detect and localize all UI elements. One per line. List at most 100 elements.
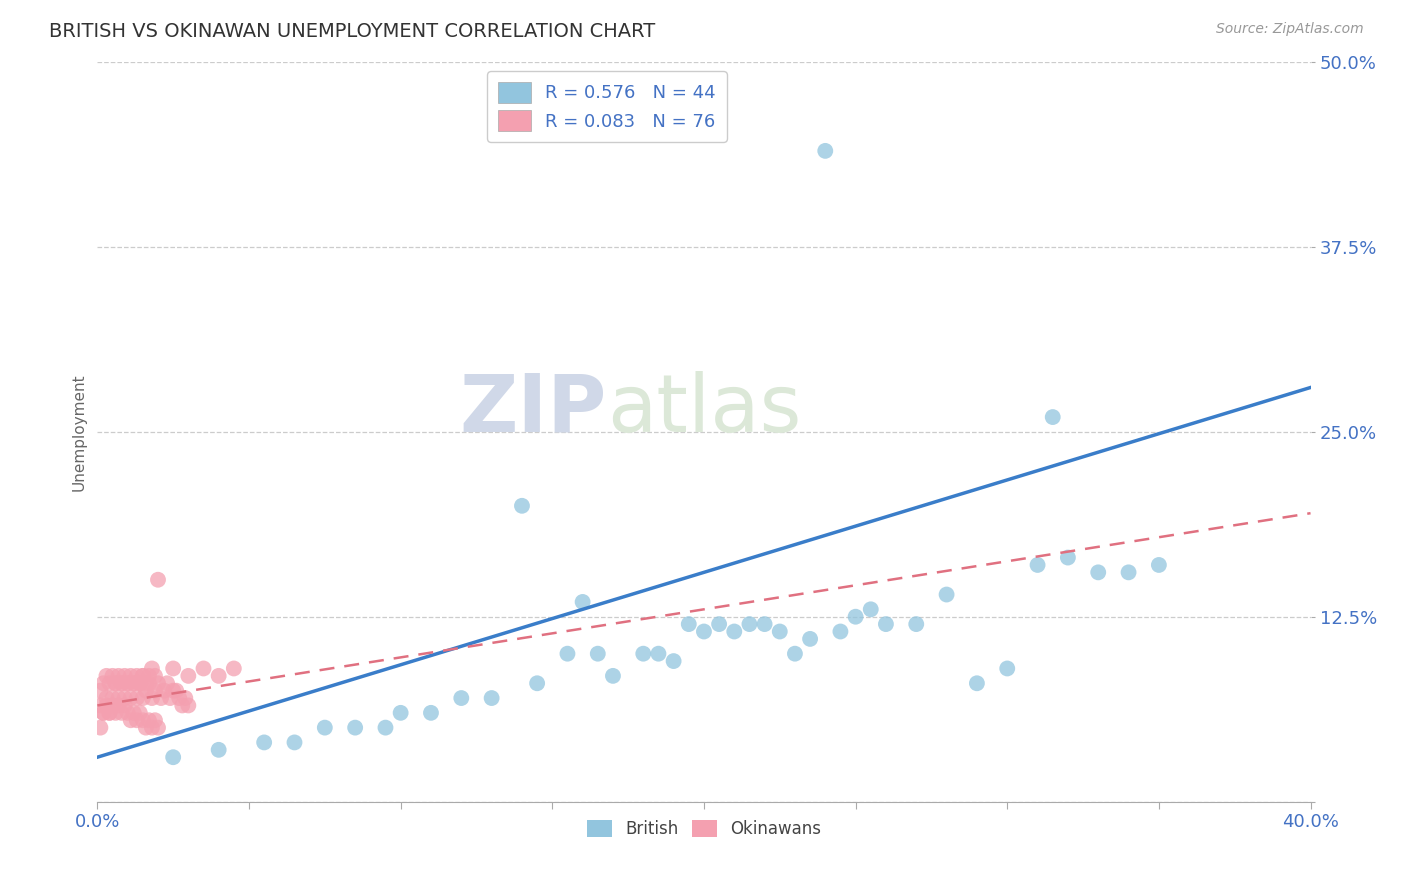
Point <box>141 721 163 735</box>
Point <box>1147 558 1170 572</box>
Point <box>101 669 124 683</box>
Point <box>935 588 957 602</box>
Point <box>89 698 111 713</box>
Point <box>875 617 897 632</box>
Point <box>814 144 837 158</box>
Point <box>799 632 821 646</box>
Point <box>89 721 111 735</box>
Point <box>110 706 132 720</box>
Point <box>146 573 169 587</box>
Point <box>101 691 124 706</box>
Point <box>135 683 157 698</box>
Point <box>162 683 184 698</box>
Point <box>128 706 150 720</box>
Point <box>98 706 121 720</box>
Point <box>172 698 194 713</box>
Point <box>104 676 127 690</box>
Point <box>571 595 593 609</box>
Point <box>93 706 115 720</box>
Text: BRITISH VS OKINAWAN UNEMPLOYMENT CORRELATION CHART: BRITISH VS OKINAWAN UNEMPLOYMENT CORRELA… <box>49 22 655 41</box>
Point <box>723 624 745 639</box>
Point <box>557 647 579 661</box>
Point <box>135 676 157 690</box>
Point <box>150 691 173 706</box>
Point <box>586 647 609 661</box>
Point <box>117 676 139 690</box>
Point <box>132 713 155 727</box>
Point <box>420 706 443 720</box>
Point <box>156 676 179 690</box>
Point <box>162 661 184 675</box>
Point <box>662 654 685 668</box>
Point <box>93 676 115 690</box>
Point <box>143 683 166 698</box>
Point <box>905 617 928 632</box>
Point <box>107 691 129 706</box>
Point <box>707 617 730 632</box>
Point <box>177 698 200 713</box>
Point <box>314 721 336 735</box>
Legend: British, Okinawans: British, Okinawans <box>581 814 828 845</box>
Text: atlas: atlas <box>607 371 801 449</box>
Text: Source: ZipAtlas.com: Source: ZipAtlas.com <box>1216 22 1364 37</box>
Point <box>678 617 700 632</box>
Point <box>738 617 761 632</box>
Text: ZIP: ZIP <box>460 371 607 449</box>
Point <box>122 706 145 720</box>
Point <box>1057 550 1080 565</box>
Point <box>89 683 111 698</box>
Point <box>122 676 145 690</box>
Point <box>110 676 132 690</box>
Point <box>110 676 132 690</box>
Point <box>138 676 160 690</box>
Point <box>143 669 166 683</box>
Point <box>96 698 118 713</box>
Point <box>143 713 166 727</box>
Point <box>174 691 197 706</box>
Point <box>98 706 121 720</box>
Point <box>98 676 121 690</box>
Point <box>253 735 276 749</box>
Point <box>481 691 503 706</box>
Point <box>602 669 624 683</box>
Point <box>132 669 155 683</box>
Point <box>510 499 533 513</box>
Point <box>141 691 163 706</box>
Point <box>96 691 118 706</box>
Point <box>135 721 157 735</box>
Point <box>120 713 142 727</box>
Point <box>101 698 124 713</box>
Point <box>283 735 305 749</box>
Point <box>222 661 245 675</box>
Point <box>374 721 396 735</box>
Point <box>132 691 155 706</box>
Point <box>107 698 129 713</box>
Point <box>165 683 187 698</box>
Point <box>125 713 148 727</box>
Y-axis label: Unemployment: Unemployment <box>72 373 86 491</box>
Point <box>138 713 160 727</box>
Point <box>208 743 231 757</box>
Point <box>114 669 136 683</box>
Point <box>647 647 669 661</box>
Point <box>344 721 367 735</box>
Point <box>122 676 145 690</box>
Point <box>450 691 472 706</box>
Point <box>845 609 868 624</box>
Point <box>769 624 792 639</box>
Point <box>1042 410 1064 425</box>
Point <box>783 647 806 661</box>
Point <box>138 669 160 683</box>
Point <box>193 661 215 675</box>
Point <box>995 661 1018 675</box>
Point <box>167 691 190 706</box>
Point <box>693 624 716 639</box>
Point <box>1118 566 1140 580</box>
Point <box>208 669 231 683</box>
Point <box>1087 566 1109 580</box>
Point <box>120 691 142 706</box>
Point <box>153 683 176 698</box>
Point <box>96 669 118 683</box>
Point <box>159 691 181 706</box>
Point <box>93 706 115 720</box>
